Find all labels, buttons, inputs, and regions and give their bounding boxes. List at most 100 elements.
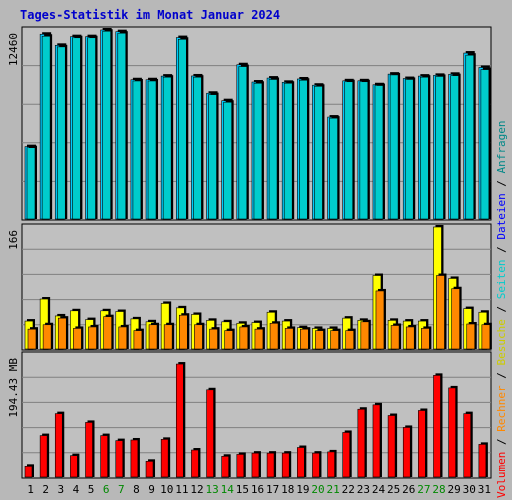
- rechner-bar: [57, 317, 67, 350]
- volumen-bar: [433, 375, 441, 478]
- rechner-bar: [73, 328, 82, 350]
- dateien-bar: [374, 85, 384, 220]
- dateien-bar: [26, 147, 36, 220]
- legend-separator: /: [495, 240, 508, 260]
- panel-top-ylabel: 12460: [7, 33, 20, 66]
- panel-bottom-ylabel: 194.43 MB: [7, 358, 20, 418]
- volumen-bar: [251, 452, 260, 478]
- rechner-bar: [451, 288, 460, 350]
- rechner-bar: [42, 324, 52, 350]
- legend-volumen: Volumen: [495, 452, 508, 498]
- rechner-bar: [254, 328, 264, 350]
- rechner-bar: [466, 323, 476, 350]
- rechner-bar: [118, 326, 128, 350]
- dateien-bar: [359, 81, 369, 220]
- dateien-bar: [480, 69, 490, 220]
- volumen-bar: [39, 435, 48, 478]
- dateien-bar: [72, 37, 81, 220]
- day-label: 21: [327, 483, 340, 496]
- dateien-bar: [162, 76, 172, 220]
- volumen-bar: [357, 408, 366, 478]
- volumen-bar: [221, 455, 229, 478]
- volumen-bar: [372, 404, 381, 478]
- dateien-bar: [208, 94, 217, 220]
- day-label: 15: [236, 483, 249, 496]
- legend-separator: /: [495, 432, 508, 452]
- volumen-bar: [24, 466, 33, 478]
- day-label: 23: [357, 483, 370, 496]
- day-label: 13: [205, 483, 218, 496]
- volumen-bar: [281, 452, 290, 478]
- rechner-bar: [148, 324, 158, 350]
- legend-separator: /: [495, 173, 508, 193]
- day-label: 17: [266, 483, 279, 496]
- rechner-bar: [345, 330, 355, 350]
- rechner-bar: [27, 328, 37, 350]
- series-legend: Volumen / Rechner / Besuche / Seiten / D…: [495, 120, 508, 498]
- volumen-bar: [418, 410, 426, 478]
- volumen-bar: [191, 449, 199, 478]
- rechner-bar: [133, 330, 143, 350]
- rechner-bar: [269, 322, 279, 350]
- day-label: 27: [417, 483, 430, 496]
- dateien-bar: [344, 81, 354, 220]
- day-label: 11: [175, 483, 188, 496]
- rechner-bar: [421, 328, 430, 350]
- day-label: 7: [118, 483, 125, 496]
- volumen-bar: [297, 447, 305, 478]
- dateien-bar: [117, 32, 127, 220]
- day-label: 16: [251, 483, 264, 496]
- rechner-bar: [224, 330, 233, 350]
- dateien-bar: [193, 76, 202, 220]
- rechner-bar: [481, 324, 491, 350]
- rechner-bar: [194, 324, 203, 350]
- day-label: 24: [372, 483, 386, 496]
- dateien-bar: [404, 79, 414, 220]
- rechner-bar: [436, 275, 445, 350]
- legend-seiten: Seiten: [495, 260, 508, 300]
- dateien-bar: [420, 76, 429, 220]
- day-label: 30: [463, 483, 476, 496]
- rechner-bar: [330, 330, 339, 350]
- volumen-bar: [85, 422, 93, 478]
- day-label: 10: [160, 483, 173, 496]
- day-label: 25: [387, 483, 400, 496]
- dateien-bar: [299, 79, 308, 220]
- legend-dateien: Dateien: [495, 193, 508, 239]
- dateien-bar: [435, 76, 444, 220]
- rechner-bar: [284, 328, 294, 350]
- volumen-bar: [402, 427, 411, 478]
- legend-rechner: Rechner: [495, 385, 508, 432]
- dateien-bar: [87, 37, 96, 220]
- day-label: 9: [148, 483, 155, 496]
- day-label: 18: [281, 483, 294, 496]
- day-label: 31: [478, 483, 491, 496]
- day-label: 3: [58, 483, 65, 496]
- volumen-bar: [463, 413, 472, 478]
- dateien-bar: [465, 54, 475, 220]
- day-label: 22: [342, 483, 355, 496]
- chart-title: Tages-Statistik im Monat Januar 2024: [20, 8, 280, 22]
- dateien-bar: [41, 35, 51, 220]
- volumen-bar: [206, 389, 214, 478]
- day-label: 26: [402, 483, 415, 496]
- legend-separator: /: [495, 366, 508, 386]
- rechner-bar: [375, 290, 385, 350]
- rechner-bar: [178, 314, 188, 350]
- dateien-bar: [102, 30, 111, 220]
- dateien-bar: [147, 80, 157, 220]
- rechner-bar: [360, 321, 370, 350]
- legend-anfragen: Anfragen: [495, 120, 508, 173]
- dateien-bar: [314, 85, 323, 220]
- volumen-bar: [54, 413, 63, 478]
- day-label: 12: [190, 483, 203, 496]
- dateien-bar: [223, 101, 232, 220]
- dateien-bar: [238, 66, 248, 220]
- volumen-bar: [145, 461, 154, 478]
- day-label: 4: [73, 483, 80, 496]
- day-label: 2: [42, 483, 49, 496]
- rechner-bar: [103, 316, 112, 350]
- volumen-bar: [130, 439, 139, 478]
- day-label: 14: [221, 483, 235, 496]
